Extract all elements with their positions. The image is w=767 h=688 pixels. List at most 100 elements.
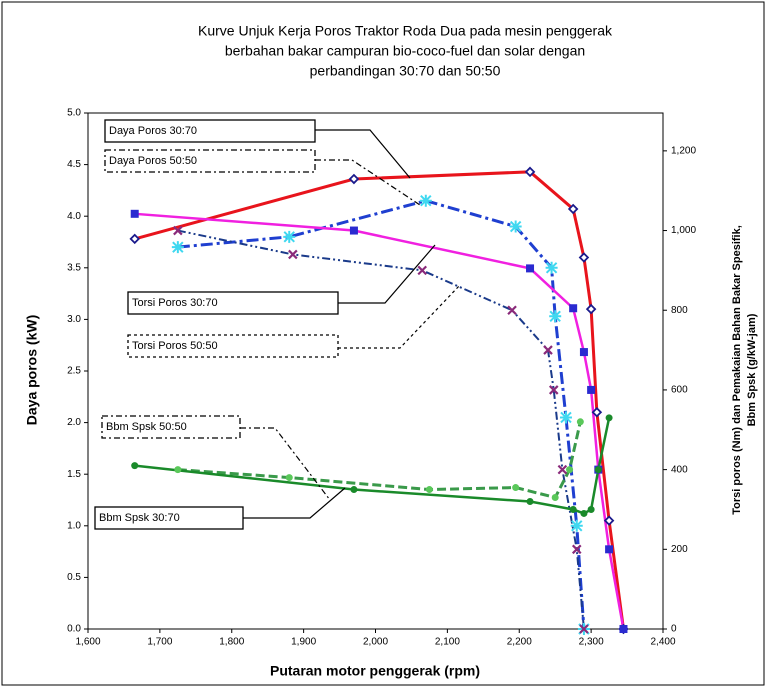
x-tick-label: 1,600 bbox=[75, 637, 100, 648]
y-tick-label: 4.5 bbox=[67, 159, 81, 170]
marker bbox=[605, 545, 614, 554]
marker bbox=[579, 624, 589, 634]
x-tick-label: 2,000 bbox=[363, 637, 388, 648]
x-tick-label: 2,300 bbox=[579, 637, 604, 648]
y2-tick-label: 400 bbox=[671, 464, 688, 475]
callout-box bbox=[104, 119, 316, 143]
legend-label: Bbm Spsk 50:50 bbox=[106, 421, 187, 433]
marker bbox=[569, 505, 577, 513]
legend-label: Bbm Spsk 30:70 bbox=[99, 512, 180, 524]
marker bbox=[288, 249, 298, 260]
marker bbox=[585, 303, 597, 315]
callout-box bbox=[101, 415, 241, 439]
y2-tick-label: 200 bbox=[671, 544, 688, 555]
marker bbox=[566, 466, 574, 474]
marker bbox=[419, 194, 432, 207]
marker bbox=[526, 264, 535, 273]
marker bbox=[507, 305, 517, 316]
legend-label: Daya Poros 30:70 bbox=[109, 125, 197, 137]
x-tick-label: 1,700 bbox=[147, 637, 172, 648]
marker bbox=[417, 265, 427, 276]
x-axis-label: Putaran motor penggerak (rpm) bbox=[270, 663, 480, 679]
marker bbox=[557, 464, 568, 475]
marker bbox=[587, 385, 596, 394]
callout-box bbox=[127, 334, 339, 358]
y2-tick-label: 800 bbox=[671, 305, 688, 316]
callout-leader bbox=[243, 487, 346, 519]
marker bbox=[349, 226, 358, 235]
chart-title: Kurve Unjuk Kerja Poros Traktor Roda Dua… bbox=[198, 23, 613, 39]
marker bbox=[578, 252, 590, 263]
y-tick-label: 2.0 bbox=[67, 417, 81, 428]
marker bbox=[579, 348, 588, 357]
y2-axis-label: Torsi poros (Nm) dan Pemakaian Bahan Bak… bbox=[731, 225, 743, 515]
marker bbox=[580, 509, 588, 517]
marker bbox=[594, 466, 602, 474]
legend-label: Torsi Poros 50:50 bbox=[132, 340, 218, 352]
marker bbox=[569, 304, 578, 313]
y-tick-label: 2.5 bbox=[67, 366, 81, 377]
x-tick-label: 1,800 bbox=[219, 637, 244, 648]
marker bbox=[526, 497, 534, 505]
y-tick-label: 5.0 bbox=[67, 108, 81, 119]
marker bbox=[524, 166, 536, 178]
x-tick-label: 2,400 bbox=[650, 637, 675, 648]
marker bbox=[619, 625, 628, 633]
marker bbox=[603, 515, 615, 526]
marker bbox=[509, 220, 522, 233]
y2-tick-label: 1,000 bbox=[671, 225, 696, 236]
callout-leader bbox=[315, 159, 421, 206]
marker bbox=[174, 466, 182, 474]
y2-tick-label: 1,200 bbox=[671, 145, 696, 156]
marker bbox=[173, 225, 183, 236]
y-tick-label: 0.5 bbox=[67, 572, 81, 583]
y-tick-label: 1.0 bbox=[67, 520, 81, 531]
legend-label: Torsi Poros 30:70 bbox=[132, 297, 218, 309]
marker bbox=[285, 474, 293, 482]
y2-tick-label: 0 bbox=[671, 624, 677, 635]
marker bbox=[548, 385, 559, 395]
marker bbox=[545, 261, 558, 274]
marker bbox=[543, 345, 553, 355]
callout-leader bbox=[240, 427, 331, 501]
marker bbox=[131, 462, 139, 470]
marker bbox=[129, 233, 140, 245]
marker bbox=[571, 544, 582, 555]
callout-leader bbox=[315, 129, 411, 179]
y2-tick-label: 600 bbox=[671, 385, 688, 396]
legend-label: Daya Poros 50:50 bbox=[109, 155, 197, 167]
x-tick-label: 1,900 bbox=[291, 637, 316, 648]
marker bbox=[559, 411, 572, 424]
y-tick-label: 3.0 bbox=[67, 314, 81, 325]
marker bbox=[591, 407, 603, 418]
y-axis-label: Daya poros (kW) bbox=[24, 315, 40, 425]
marker bbox=[425, 486, 433, 494]
y-tick-label: 3.5 bbox=[67, 262, 81, 273]
marker bbox=[512, 484, 520, 492]
marker bbox=[130, 209, 139, 218]
series-line bbox=[134, 417, 611, 515]
plot-area bbox=[87, 112, 664, 630]
marker bbox=[171, 241, 184, 254]
marker bbox=[605, 414, 613, 422]
y-tick-label: 4.0 bbox=[67, 211, 81, 222]
marker bbox=[549, 310, 562, 323]
callout-box bbox=[104, 149, 316, 173]
series-line bbox=[134, 170, 625, 630]
marker bbox=[570, 519, 583, 532]
marker bbox=[576, 418, 584, 426]
marker bbox=[587, 505, 595, 513]
callout-leader bbox=[338, 284, 461, 349]
x-tick-label: 2,200 bbox=[507, 637, 532, 648]
marker bbox=[551, 494, 559, 502]
y2-axis-label: Bbm Spsk (g/kW-jam) bbox=[746, 313, 758, 426]
marker bbox=[350, 486, 358, 494]
callout-leader bbox=[338, 244, 436, 304]
marker bbox=[283, 230, 296, 243]
y-tick-label: 1.5 bbox=[67, 469, 81, 480]
marker bbox=[567, 203, 579, 215]
chart-title: berbahan bakar campuran bio-coco-fuel da… bbox=[225, 43, 585, 59]
x-tick-label: 2,100 bbox=[435, 637, 460, 648]
marker bbox=[348, 173, 360, 185]
